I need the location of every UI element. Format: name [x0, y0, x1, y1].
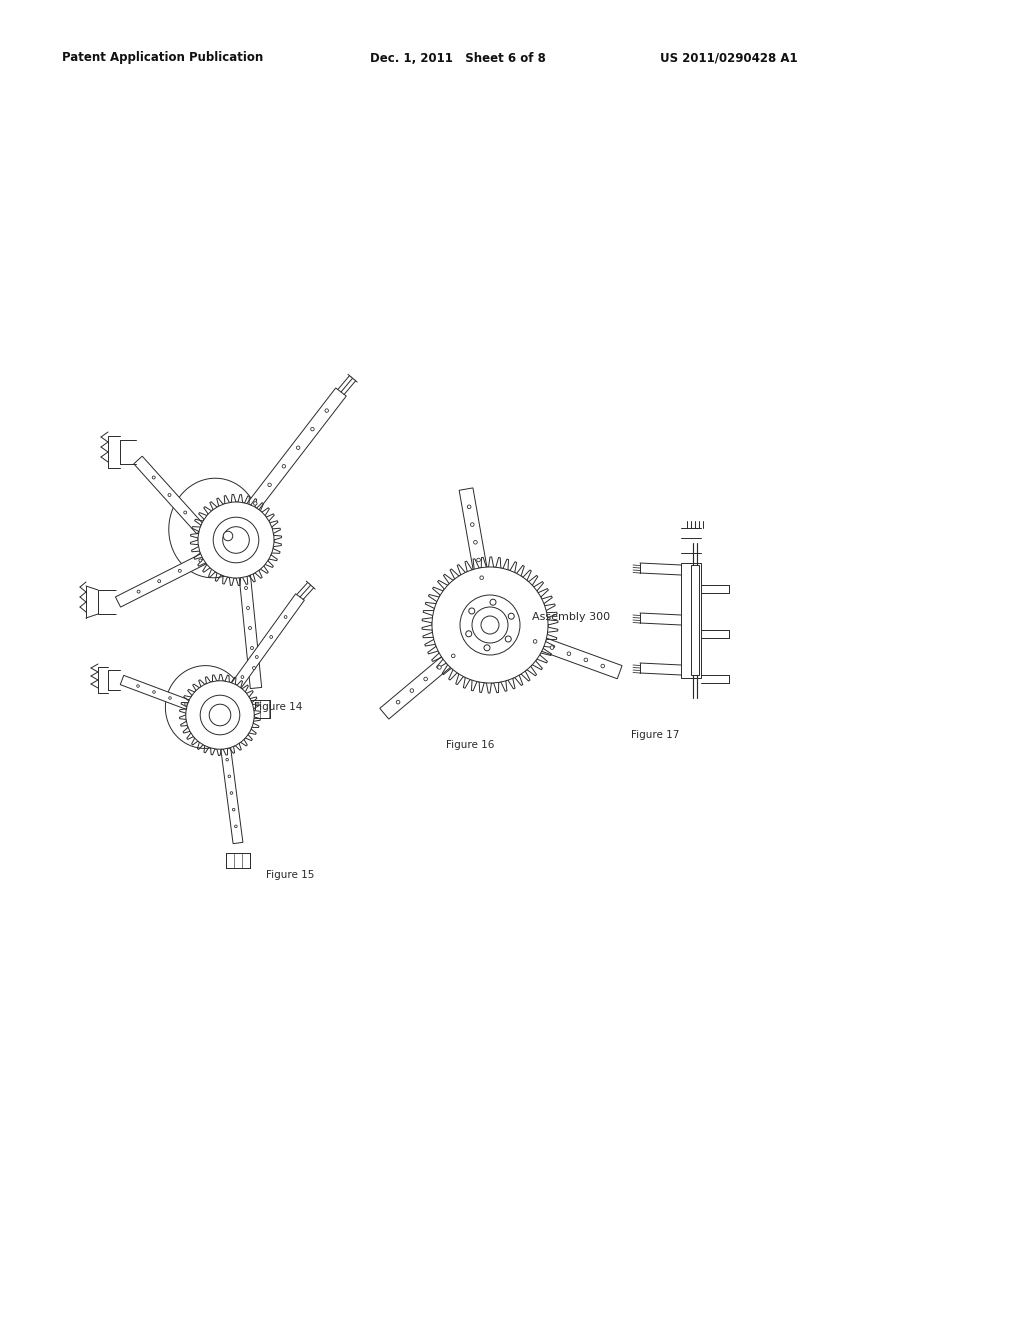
Text: Assembly 300: Assembly 300 [532, 612, 610, 623]
Circle shape [213, 517, 259, 562]
Circle shape [466, 631, 472, 636]
Circle shape [251, 647, 254, 649]
Text: Figure 16: Figure 16 [445, 741, 495, 750]
Ellipse shape [166, 665, 245, 748]
Circle shape [223, 531, 232, 541]
Circle shape [550, 645, 554, 649]
Circle shape [584, 659, 588, 661]
Text: Patent Application Publication: Patent Application Publication [62, 51, 263, 65]
Circle shape [184, 702, 187, 705]
Circle shape [481, 616, 499, 634]
Circle shape [153, 477, 156, 479]
Circle shape [234, 825, 238, 828]
Polygon shape [236, 388, 346, 527]
Text: Dec. 1, 2011   Sheet 6 of 8: Dec. 1, 2011 Sheet 6 of 8 [370, 51, 546, 65]
Circle shape [467, 506, 471, 508]
Circle shape [199, 558, 202, 562]
Circle shape [249, 627, 252, 630]
Circle shape [472, 607, 508, 643]
Circle shape [460, 595, 520, 655]
Circle shape [255, 656, 258, 659]
Circle shape [508, 614, 514, 619]
Circle shape [470, 523, 474, 527]
Circle shape [226, 759, 228, 760]
Bar [691, 565, 699, 675]
Circle shape [424, 677, 427, 681]
Circle shape [477, 558, 480, 562]
Circle shape [296, 446, 300, 449]
Circle shape [153, 690, 156, 693]
Polygon shape [239, 568, 262, 689]
Circle shape [241, 676, 244, 678]
Polygon shape [116, 545, 223, 607]
Circle shape [310, 428, 314, 430]
Circle shape [245, 586, 248, 590]
Circle shape [201, 696, 240, 735]
Circle shape [253, 667, 255, 669]
Circle shape [490, 599, 496, 605]
Polygon shape [120, 676, 204, 714]
Circle shape [247, 606, 250, 610]
Bar [681, 562, 701, 677]
Circle shape [137, 685, 139, 688]
Circle shape [230, 792, 232, 795]
Circle shape [158, 579, 161, 582]
Circle shape [228, 775, 230, 777]
Circle shape [452, 653, 455, 657]
Polygon shape [223, 594, 304, 700]
Circle shape [209, 704, 230, 726]
Polygon shape [516, 628, 622, 678]
Circle shape [185, 681, 254, 750]
Circle shape [285, 615, 287, 618]
Circle shape [396, 701, 400, 704]
Circle shape [480, 576, 483, 579]
Circle shape [137, 590, 140, 593]
Circle shape [183, 511, 186, 513]
Polygon shape [380, 639, 471, 719]
Circle shape [168, 494, 171, 496]
Circle shape [534, 640, 537, 643]
Circle shape [222, 527, 249, 553]
Circle shape [505, 636, 511, 642]
Polygon shape [220, 742, 243, 843]
Polygon shape [459, 488, 492, 597]
Circle shape [232, 808, 234, 810]
Text: US 2011/0290428 A1: US 2011/0290428 A1 [660, 51, 798, 65]
Circle shape [198, 502, 274, 578]
Text: Figure 17: Figure 17 [631, 730, 679, 739]
Circle shape [601, 664, 604, 668]
Circle shape [469, 609, 475, 614]
Ellipse shape [169, 478, 259, 578]
Circle shape [567, 652, 570, 656]
Circle shape [437, 665, 441, 669]
Circle shape [269, 636, 272, 639]
Circle shape [473, 540, 477, 544]
Circle shape [169, 697, 171, 700]
Circle shape [283, 465, 286, 469]
Circle shape [254, 502, 257, 506]
Circle shape [410, 689, 414, 693]
Circle shape [484, 644, 490, 651]
Text: Figure 15: Figure 15 [266, 870, 314, 880]
Circle shape [178, 569, 181, 573]
Circle shape [432, 568, 548, 682]
Circle shape [268, 483, 271, 487]
Polygon shape [134, 457, 205, 533]
Circle shape [325, 409, 329, 412]
Text: Figure 14: Figure 14 [254, 702, 302, 711]
